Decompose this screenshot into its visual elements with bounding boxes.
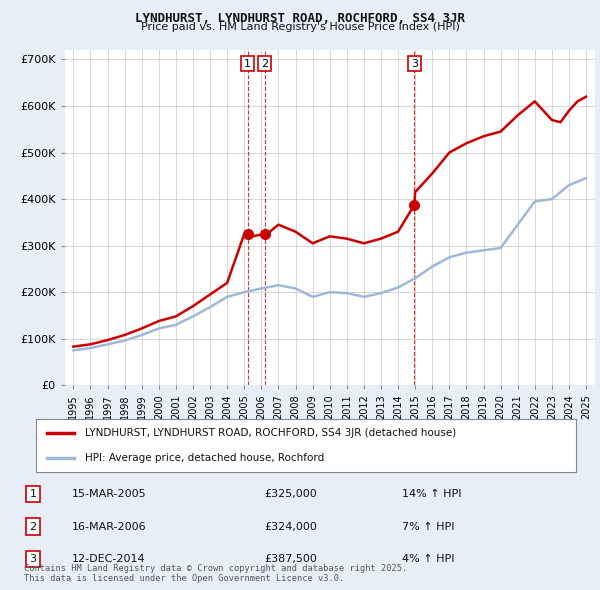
- Text: Price paid vs. HM Land Registry's House Price Index (HPI): Price paid vs. HM Land Registry's House …: [140, 22, 460, 32]
- Text: 3: 3: [411, 58, 418, 68]
- Text: £387,500: £387,500: [264, 554, 317, 564]
- Text: 7% ↑ HPI: 7% ↑ HPI: [402, 522, 455, 532]
- Text: 2: 2: [261, 58, 268, 68]
- Text: 1: 1: [29, 489, 37, 499]
- Text: LYNDHURST, LYNDHURST ROAD, ROCHFORD, SS4 3JR (detached house): LYNDHURST, LYNDHURST ROAD, ROCHFORD, SS4…: [85, 428, 456, 438]
- Text: 4% ↑ HPI: 4% ↑ HPI: [402, 554, 455, 564]
- Text: 16-MAR-2006: 16-MAR-2006: [72, 522, 146, 532]
- Text: 3: 3: [29, 554, 37, 564]
- Text: LYNDHURST, LYNDHURST ROAD, ROCHFORD, SS4 3JR: LYNDHURST, LYNDHURST ROAD, ROCHFORD, SS4…: [135, 12, 465, 25]
- Text: 12-DEC-2014: 12-DEC-2014: [72, 554, 146, 564]
- Text: 14% ↑ HPI: 14% ↑ HPI: [402, 489, 461, 499]
- Text: Contains HM Land Registry data © Crown copyright and database right 2025.
This d: Contains HM Land Registry data © Crown c…: [24, 563, 407, 583]
- Text: 15-MAR-2005: 15-MAR-2005: [72, 489, 146, 499]
- Text: HPI: Average price, detached house, Rochford: HPI: Average price, detached house, Roch…: [85, 453, 324, 463]
- Text: £324,000: £324,000: [264, 522, 317, 532]
- Text: £325,000: £325,000: [264, 489, 317, 499]
- Text: 1: 1: [244, 58, 251, 68]
- Text: 2: 2: [29, 522, 37, 532]
